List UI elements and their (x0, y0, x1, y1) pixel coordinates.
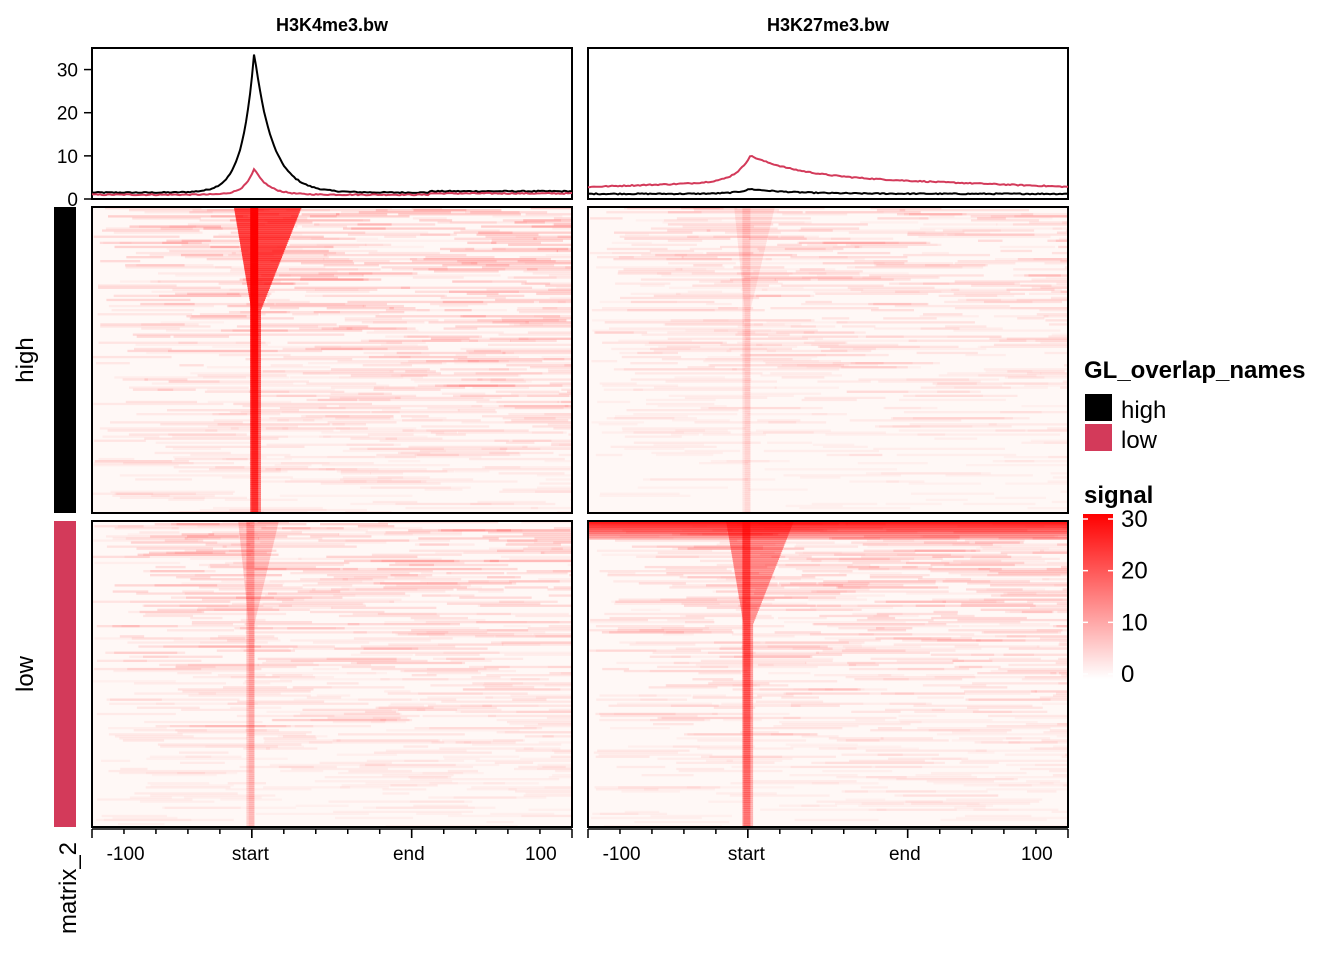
heatmap-2-low (587, 520, 1069, 828)
row-group-bar-high (54, 207, 76, 513)
x-tick-label: -100 (107, 844, 145, 865)
x-axes: -100 start end 100 -100 start end 100 (91, 828, 1069, 865)
legend-swatch-high (1085, 394, 1112, 421)
profile-line-low (587, 154, 1069, 189)
profile-frame (91, 47, 573, 200)
profile-y-axis: 0 10 20 30 (57, 61, 92, 211)
colorbar-tick-label: 0 (1121, 661, 1134, 688)
legend-label-high: high (1121, 397, 1166, 424)
row-group-label-high: high (12, 337, 39, 382)
row-group-bar-low (54, 521, 76, 827)
legend-title-groups: GL_overlap_names (1084, 357, 1305, 384)
profile-line-high (587, 187, 1069, 196)
signal-colorbar-ticks: 0 10 20 30 (1083, 506, 1148, 688)
x-tick-label: end (889, 844, 921, 865)
colorbar-tick-label: 10 (1121, 609, 1148, 636)
profile-line-low (91, 167, 573, 197)
column-annotation-label: matrix_2 (55, 842, 82, 934)
profile-plot-1 (91, 47, 573, 200)
panel-title-1: H3K4me3.bw (276, 15, 389, 35)
x-tick-label: 100 (525, 844, 557, 865)
heatmap-2-high (587, 206, 1069, 514)
panel-title-2: H3K27me3.bw (767, 15, 890, 35)
profile-line-high (91, 54, 573, 195)
x-tick-label: start (728, 844, 766, 865)
legend-title-signal: signal (1084, 482, 1153, 509)
profile-frame (587, 47, 1069, 200)
x-tick-label: 100 (1021, 844, 1053, 865)
heatmap-bodies (91, 206, 1069, 828)
legend-swatch-low (1085, 424, 1112, 451)
legend-label-low: low (1121, 427, 1158, 454)
profile-y-tick-label: 30 (57, 61, 78, 82)
x-tick-label: start (232, 844, 270, 865)
profile-y-tick-label: 20 (57, 104, 78, 125)
heatmap-1-high (91, 206, 573, 514)
heatmap-1-low (91, 520, 573, 828)
x-tick-label: -100 (603, 844, 641, 865)
colorbar-tick-label: 20 (1121, 558, 1148, 585)
profile-plot-2 (587, 47, 1069, 200)
row-group-label-low: low (12, 655, 39, 692)
signal-colorbar (1083, 514, 1113, 679)
profile-y-tick-label: 0 (67, 190, 78, 211)
colorbar-tick-label: 30 (1121, 506, 1148, 533)
profile-y-tick-label: 10 (57, 147, 78, 168)
x-tick-label: end (393, 844, 425, 865)
